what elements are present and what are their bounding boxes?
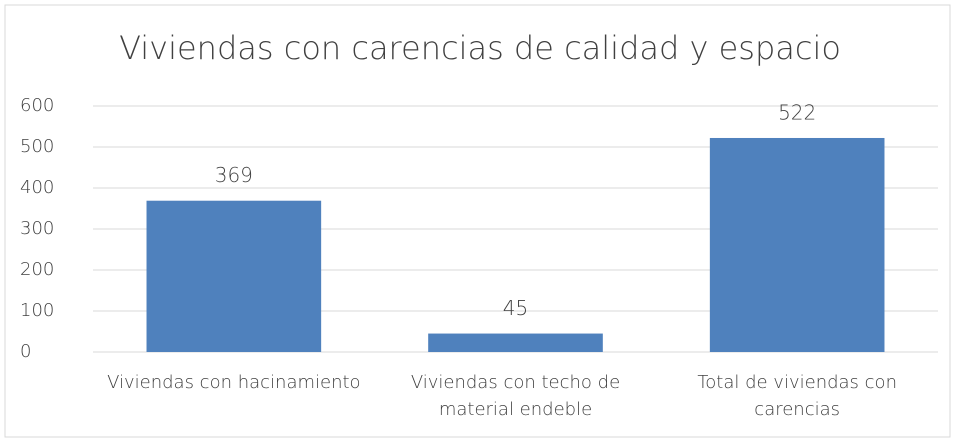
data-label: 522 <box>778 100 816 124</box>
x-tick-label: Viviendas con hacinamiento <box>107 372 361 393</box>
chart-title: Viviendas con carencias de calidad y esp… <box>119 29 841 67</box>
x-tick-label: Viviendas con techo de <box>411 372 620 393</box>
x-tick-label: carencias <box>754 399 840 420</box>
y-tick-label: 100 <box>20 300 54 321</box>
y-tick-label: 300 <box>20 218 54 239</box>
bar <box>428 333 603 352</box>
y-tick-label: 400 <box>20 177 54 198</box>
x-tick-label: Total de viviendas con <box>697 372 897 393</box>
y-tick-label: 200 <box>20 259 54 280</box>
y-tick-label: 0 <box>20 341 31 362</box>
data-label: 369 <box>215 163 253 187</box>
data-label: 45 <box>503 296 528 320</box>
y-tick-label: 500 <box>20 136 54 157</box>
bar <box>709 137 885 352</box>
x-tick-label: material endeble <box>439 399 592 420</box>
y-tick-label: 600 <box>20 95 54 116</box>
bar <box>146 200 322 352</box>
